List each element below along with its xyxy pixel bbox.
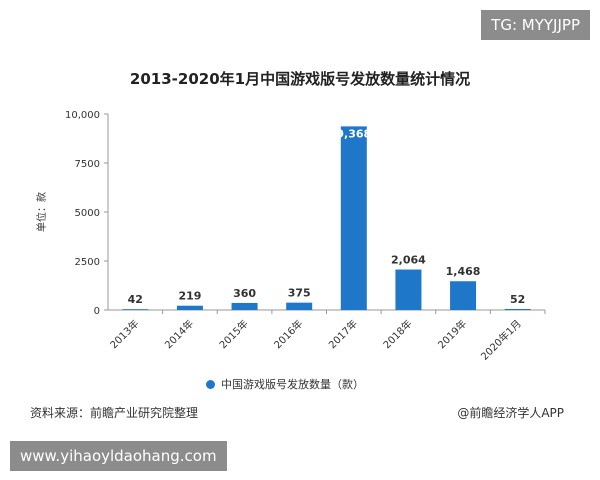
bar-4	[340, 126, 367, 310]
y-tick-label: 7500	[75, 159, 100, 170]
watermark-tag: TG: MYYJJPP	[481, 10, 590, 40]
legend-label: 中国游戏版号发放数量（款）	[221, 378, 364, 391]
x-tick-label: 2016年	[271, 317, 305, 351]
data-source-note: 资料来源：前瞻产业研究院整理	[30, 406, 199, 420]
bar-5	[395, 269, 422, 310]
bar-7	[504, 308, 531, 310]
chart-labels: 42 2013年 219 2014年 360 2015年 375 2016年 9,368 2017…	[107, 127, 525, 362]
chart-bars	[122, 126, 531, 310]
bar-value-label: 42	[128, 293, 143, 306]
bar-value-label: 9,368	[336, 127, 371, 140]
y-tick-label: 2500	[75, 257, 100, 268]
legend-swatch	[206, 379, 215, 389]
x-tick-label: 2015年	[216, 317, 250, 351]
publisher-credit: @前瞻经济学人APP	[457, 406, 564, 420]
bar-6	[450, 281, 477, 310]
x-tick-label: 2013年	[107, 317, 141, 351]
bar-value-label: 360	[233, 287, 256, 300]
bar-value-label: 52	[510, 293, 525, 306]
x-tick-label: 2020年1月	[478, 317, 524, 363]
url-banner: www.yihaoyldaohang.com	[10, 441, 227, 471]
x-tick-label: 2019年	[435, 317, 469, 351]
y-tick-label: 0	[94, 306, 100, 317]
bar-1	[176, 305, 203, 310]
y-tick-label: 10,000	[65, 110, 100, 121]
bar-2	[231, 302, 258, 310]
chart-legend: 中国游戏版号发放数量（款）	[206, 376, 364, 392]
chart-title: 2013-2020年1月中国游戏版号发放数量统计情况	[129, 70, 471, 88]
bar-3	[286, 302, 313, 310]
x-tick-label: 2017年	[326, 317, 360, 351]
x-tick-label: 2014年	[162, 317, 196, 351]
bar-value-label: 1,468	[446, 265, 481, 278]
bar-0	[122, 309, 149, 310]
bar-value-label: 2,064	[391, 254, 426, 267]
chart-axes: 0 2500 5000 7500 10,000 单位：款	[35, 110, 546, 317]
bar-value-label: 375	[288, 287, 311, 300]
y-axis-label: 单位：款	[35, 192, 48, 232]
y-tick-label: 5000	[75, 208, 100, 219]
x-tick-label: 2018年	[380, 317, 414, 351]
bar-value-label: 219	[178, 290, 201, 303]
